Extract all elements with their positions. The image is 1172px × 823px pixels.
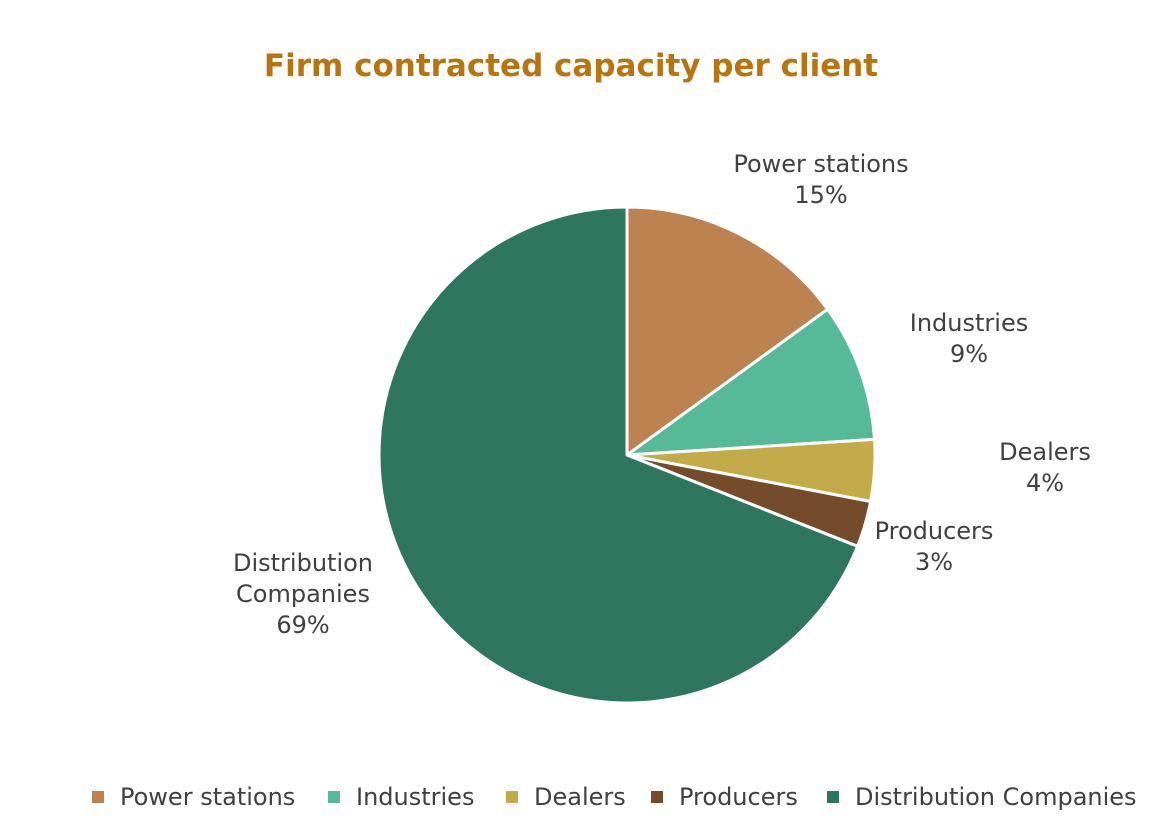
legend: Power stations Industries Dealers Producers… xyxy=(92,783,1137,811)
legend-swatch-industries xyxy=(328,791,340,803)
legend-label-industries: Industries xyxy=(356,783,474,811)
legend-swatch-power-stations xyxy=(92,791,104,803)
data-label-power-stations: Power stations 15% xyxy=(733,150,908,209)
slice-industries xyxy=(625,307,877,457)
legend-label-distribution-companies: Distribution Companies xyxy=(855,783,1137,811)
slice-distribution-companies xyxy=(377,205,860,705)
chart-title: Firm contracted capacity per client xyxy=(264,48,878,84)
legend-swatch-dealers xyxy=(506,791,518,803)
legend-label-power-stations: Power stations xyxy=(120,783,295,811)
legend-label-producers: Producers xyxy=(679,783,798,811)
data-label-distribution-companies: Distribution Companies 69% xyxy=(233,549,373,639)
legend-swatch-distribution-companies xyxy=(827,791,839,803)
legend-swatch-producers xyxy=(651,791,663,803)
data-label-industries: Industries 9% xyxy=(910,309,1028,368)
legend-label-dealers: Dealers xyxy=(534,783,626,811)
data-label-producers: Producers 3% xyxy=(875,517,994,576)
slice-labels: Power stations 15% Industries 9% Dealers 4%Pr… xyxy=(233,150,1091,639)
slice-power-stations xyxy=(625,205,830,457)
pie-slices xyxy=(377,205,877,705)
data-label-dealers: Dealers 4% xyxy=(999,438,1091,497)
